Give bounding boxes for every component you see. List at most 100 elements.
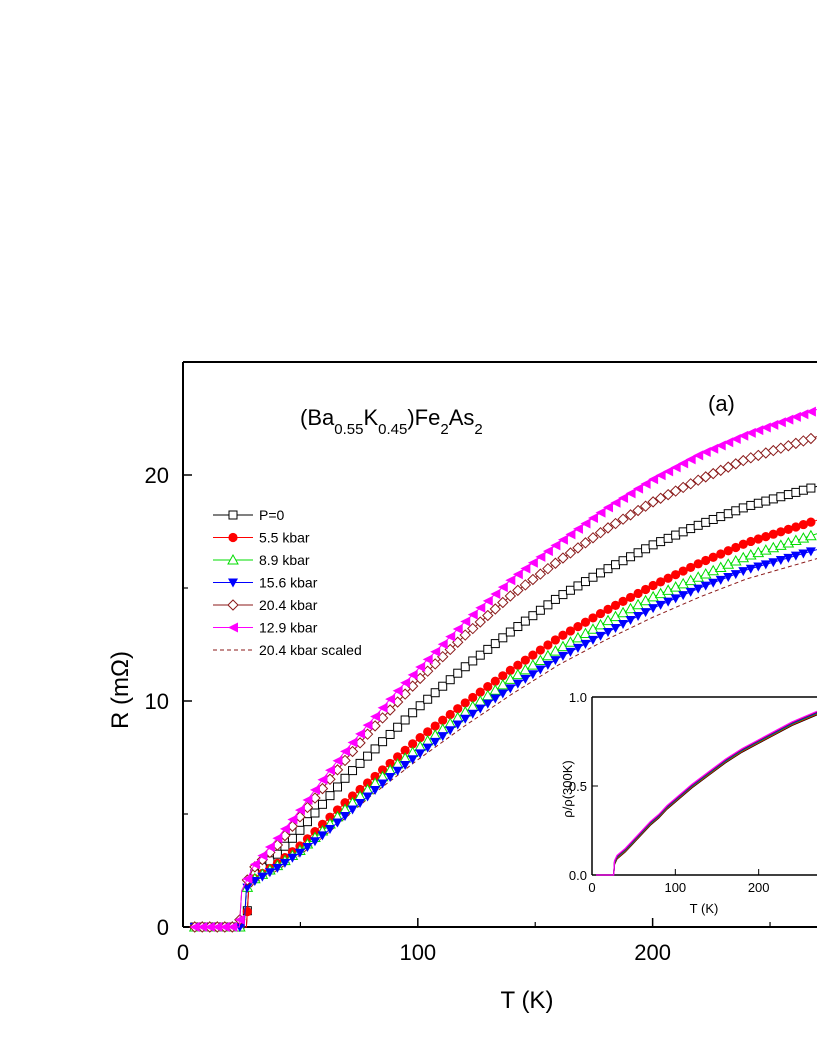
data-point (513, 660, 523, 670)
data-point (647, 590, 659, 602)
data-point (430, 688, 440, 698)
data-point (437, 639, 448, 650)
data-point (355, 758, 365, 768)
data-point (438, 715, 448, 725)
data-point (460, 698, 470, 708)
data-point (603, 604, 613, 614)
data-point (302, 794, 313, 805)
legend-label: 20.4 kbar scaled (259, 642, 362, 658)
data-point (385, 758, 395, 769)
data-point (723, 509, 733, 519)
data-point (212, 922, 223, 932)
data-point (633, 588, 643, 599)
data-point (512, 584, 524, 597)
data-point (347, 737, 358, 748)
data-point (572, 542, 584, 554)
data-point (663, 466, 674, 477)
data-point (805, 432, 817, 445)
data-point (731, 542, 741, 553)
data-point (475, 704, 486, 714)
data-point (565, 647, 576, 657)
data-point (790, 551, 801, 561)
data-point (671, 570, 681, 580)
data-point (520, 616, 530, 626)
data-point (400, 745, 410, 756)
data-point (738, 539, 748, 549)
data-point (362, 720, 373, 731)
data-point (437, 732, 448, 742)
data-point (753, 425, 764, 436)
data-point (228, 622, 238, 633)
legend-label: P=0 (259, 507, 285, 523)
data-point (768, 558, 779, 568)
data-point (588, 613, 598, 623)
inset-x-tick-label: 200 (748, 880, 770, 895)
data-point (633, 548, 643, 558)
data-point (460, 714, 471, 724)
data-point (776, 492, 786, 502)
data-point (596, 568, 606, 578)
data-point (760, 422, 771, 433)
inset-y-tick-label: 1.0 (569, 690, 587, 705)
data-point (400, 761, 411, 771)
data-point (227, 922, 238, 932)
data-point (708, 552, 718, 562)
data-point (805, 529, 817, 541)
data-point (611, 560, 621, 570)
data-point (594, 527, 607, 539)
data-point (625, 616, 636, 626)
data-point (550, 656, 561, 666)
data-point (310, 808, 320, 818)
data-point (489, 603, 502, 615)
legend-label: 8.9 kbar (259, 552, 310, 568)
data-point (602, 522, 614, 534)
data-point (791, 522, 801, 532)
data-point (753, 498, 763, 508)
data-point (684, 478, 697, 490)
data-point (798, 549, 809, 559)
data-point (625, 488, 636, 499)
data-point (227, 553, 239, 565)
data-point (227, 599, 239, 611)
data-point (309, 837, 320, 847)
data-point (738, 503, 748, 513)
data-point (423, 694, 433, 704)
inset-x-axis-label: T (K) (690, 901, 719, 916)
data-point (685, 454, 696, 465)
data-point (729, 555, 742, 566)
data-point (775, 556, 786, 566)
data-point (340, 773, 350, 783)
data-point (519, 579, 532, 591)
data-point (340, 798, 350, 808)
y-tick-label: 10 (145, 689, 169, 714)
data-point (445, 726, 456, 736)
data-point (197, 922, 208, 932)
data-point (520, 563, 531, 574)
data-point (430, 721, 440, 731)
data-point (805, 547, 816, 557)
data-point (490, 676, 500, 686)
data-point (572, 643, 583, 653)
data-point (279, 823, 290, 834)
data-point (654, 587, 667, 599)
data-point (624, 509, 637, 521)
data-point (430, 737, 441, 747)
data-point (452, 624, 463, 635)
data-point (467, 709, 478, 719)
data-point (393, 722, 403, 732)
data-point (400, 715, 410, 725)
data-point (805, 406, 816, 417)
data-point (692, 571, 705, 582)
data-point (618, 620, 629, 630)
data-point (408, 739, 418, 749)
data-point (287, 833, 297, 843)
data-point (587, 532, 599, 544)
x-tick-label: 100 (399, 940, 436, 965)
data-point (783, 553, 794, 563)
data-point (722, 461, 734, 473)
inset-y-tick-label: 0.0 (569, 868, 587, 883)
data-point (474, 616, 486, 628)
data-point (693, 450, 704, 461)
data-point (580, 617, 591, 627)
data-point (654, 492, 667, 504)
